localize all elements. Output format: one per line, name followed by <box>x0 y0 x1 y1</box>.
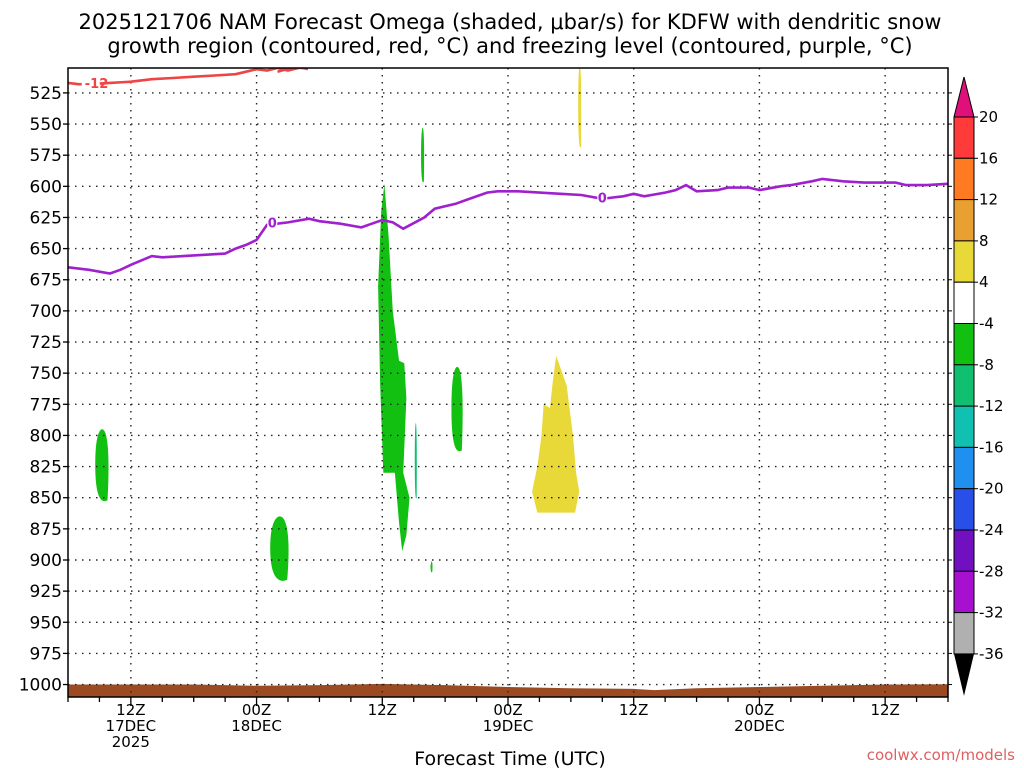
x-tick-label-54-0: 12Z <box>619 701 648 719</box>
y-tick-label-700: 700 <box>30 302 62 322</box>
freezing-level-label-2: 0 <box>598 192 607 207</box>
y-tick-label-975: 975 <box>30 644 62 664</box>
colorbar-box-11 <box>953 529 975 572</box>
dendritic-growth-label: -12 <box>85 77 109 92</box>
colorbar-label-6: -8 <box>979 356 994 374</box>
colorbar-box-7 <box>953 364 975 407</box>
x-tick-label-78-0: 12Z <box>870 701 899 719</box>
x-tick-label-6-2: 2025 <box>112 733 150 751</box>
x-tick-label-66-0: 00Z <box>745 701 774 719</box>
chart-title-line-2: growth region (contoured, red, °C) and f… <box>107 34 912 58</box>
y-tick-label-925: 925 <box>30 582 62 602</box>
y-tick-label-675: 675 <box>30 271 62 291</box>
colorbar-label-11: -28 <box>979 562 1004 580</box>
colorbar-legend: 20 16 12 8 4 -4 -8 -12 -16 -20 -24 -28 -32 -36 <box>953 76 1004 696</box>
omega-region-8 <box>532 355 580 513</box>
y-tick-label-1000: 1000 <box>19 676 62 696</box>
credit-text: coolwx.com/models <box>867 746 1015 764</box>
y-tick-label-750: 750 <box>30 364 62 384</box>
omega-region-3 <box>378 183 410 552</box>
y-tick-label-900: 900 <box>30 551 62 571</box>
omega-region-7 <box>451 366 463 452</box>
colorbar-top-arrow <box>953 76 975 118</box>
colorbar-box-3 <box>953 199 975 242</box>
colorbar-label-4: 4 <box>979 273 989 291</box>
colorbar-label-2: 12 <box>979 191 998 209</box>
colorbar-bottom-arrow <box>954 653 974 696</box>
chart-title-line-1: 2025121706 NAM Forecast Omega (shaded, μ… <box>79 10 942 34</box>
plot-area: -12 0 0 <box>67 67 949 698</box>
y-tick-label-525: 525 <box>30 84 62 104</box>
plot-inner: -12 0 0 <box>68 68 948 697</box>
plot-frame <box>67 67 949 698</box>
omega-region-1 <box>95 429 109 502</box>
colorbar-label-1: 16 <box>979 149 998 167</box>
terrain-fill <box>68 683 948 697</box>
colorbar-box-6 <box>953 323 975 366</box>
y-tick-label-775: 775 <box>30 395 62 415</box>
colorbar-label-0: 20 <box>979 108 998 126</box>
colorbar-label-7: -12 <box>979 397 1004 415</box>
y-tick-label-550: 550 <box>30 115 62 135</box>
y-tick-label-600: 600 <box>30 177 62 197</box>
colorbar-label-12: -32 <box>979 604 1004 622</box>
colorbar-box-10 <box>953 488 975 531</box>
freezing-level-contour <box>68 177 948 275</box>
dendritic-label-bg <box>81 74 100 89</box>
colorbar-label-3: 8 <box>979 232 989 250</box>
colorbar-box-12 <box>953 570 975 614</box>
x-tick-label-6-1: 17DEC <box>106 717 157 735</box>
omega-region-2 <box>270 516 289 581</box>
omega-region-5 <box>421 127 425 183</box>
x-tick-label-42-1: 19DEC <box>483 717 534 735</box>
y-tick-label-800: 800 <box>30 426 62 446</box>
x-tick-label-6-0: 12Z <box>116 701 145 719</box>
y-tick-label-875: 875 <box>30 520 62 540</box>
omega-region-9 <box>578 68 582 148</box>
omega-region-4 <box>414 422 417 499</box>
x-tick-label-18-1: 18DEC <box>231 717 282 735</box>
colorbar-box-1 <box>953 116 975 159</box>
y-tick-label-625: 625 <box>30 208 62 228</box>
y-tick-label-725: 725 <box>30 333 62 353</box>
colorbar-label-13: -36 <box>979 645 1004 663</box>
colorbar-box-2 <box>953 157 975 201</box>
y-tick-label-575: 575 <box>30 146 62 166</box>
y-tick-label-825: 825 <box>30 458 62 478</box>
colorbar-label-9: -20 <box>979 480 1004 498</box>
colorbar-box-4 <box>953 240 975 283</box>
freezing-level-label-1: 0 <box>268 216 277 231</box>
x-tick-label-66-1: 20DEC <box>734 717 785 735</box>
x-tick-label-18-0: 00Z <box>242 701 271 719</box>
colorbar-box-5 <box>953 281 975 325</box>
x-tick-label-42-0: 00Z <box>493 701 522 719</box>
y-tick-label-650: 650 <box>30 240 62 260</box>
omega-region-6 <box>430 561 433 573</box>
y-tick-label-850: 850 <box>30 489 62 509</box>
colorbar-box-9 <box>953 446 975 490</box>
y-tick-label-950: 950 <box>30 613 62 633</box>
freezing-label-bg-1 <box>267 214 278 230</box>
colorbar-label-5: -4 <box>979 315 994 333</box>
y-axis: 525 550 575 600 625 650 675 700 725 750 775 800 825 8… <box>19 84 952 696</box>
freezing-label-bg-2 <box>597 189 608 205</box>
colorbar-label-8: -16 <box>979 438 1004 456</box>
colorbar-label-10: -24 <box>979 521 1004 539</box>
colorbar-box-8 <box>953 405 975 448</box>
colorbar-box-13 <box>953 612 975 655</box>
x-axis-label: Forecast Time (UTC) <box>414 748 605 768</box>
x-tick-label-30-0: 12Z <box>368 701 397 719</box>
